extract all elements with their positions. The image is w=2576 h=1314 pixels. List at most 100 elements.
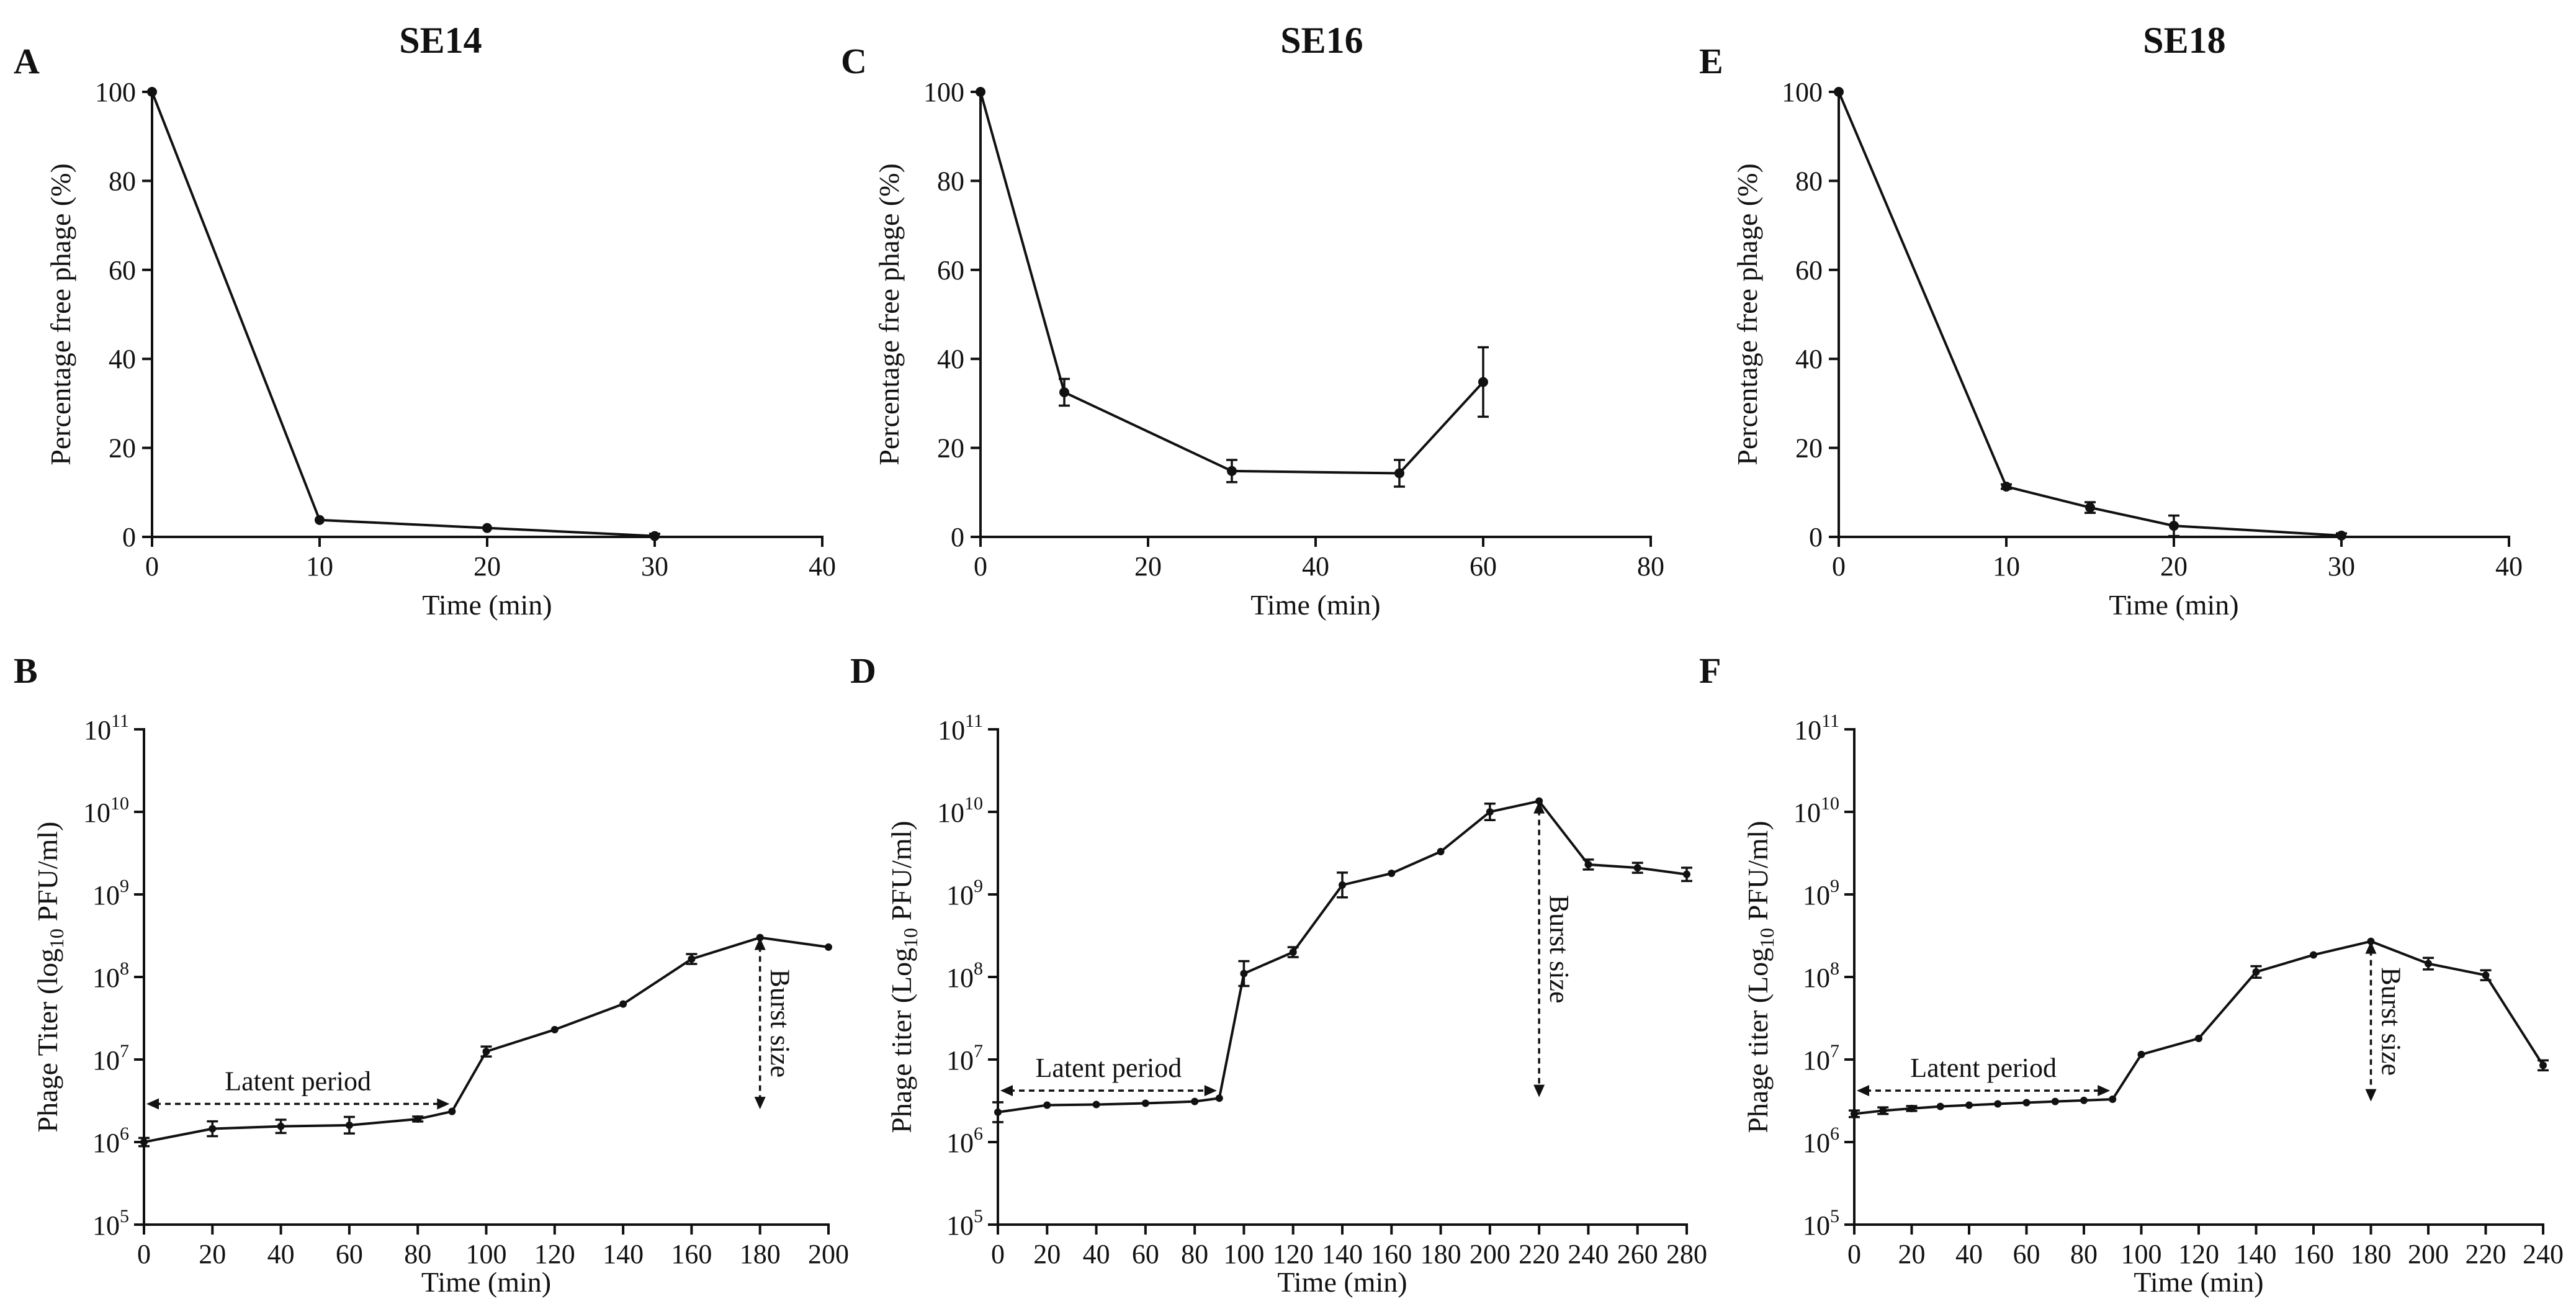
y-tick-label: 40 [937, 344, 964, 374]
data-point [1851, 1110, 1858, 1118]
y-tick-label: 1010 [1793, 793, 1839, 828]
data-point [2001, 481, 2011, 492]
series-line [143, 936, 829, 1143]
data-point [1486, 808, 1494, 816]
data-point [1388, 870, 1396, 878]
panel-label: D [850, 650, 876, 691]
data-point [315, 515, 325, 525]
y-tick-label: 0 [122, 522, 136, 552]
x-tick-label: 80 [404, 1239, 431, 1269]
data-point [994, 1108, 1002, 1116]
y-axis-label: Phage Titer (log10 PFU/ml) [32, 821, 68, 1132]
x-tick-label: 40 [809, 551, 836, 582]
x-tick-label: 20 [473, 551, 501, 582]
y-axis-label: Phage titer (Log10 PFU/ml) [1742, 821, 1778, 1133]
burst-size-label: Burst size [765, 969, 796, 1078]
data-point [688, 955, 696, 963]
data-point [1339, 881, 1346, 889]
x-tick-label: 20 [1898, 1239, 1926, 1269]
y-tick-label: 1010 [937, 793, 983, 828]
chart-title: SE16 [1280, 20, 1363, 61]
y-tick-label: 105 [1803, 1206, 1839, 1241]
x-tick-label: 40 [1955, 1239, 1983, 1269]
data-point [2051, 1097, 2059, 1105]
x-axis-label: Time (min) [2109, 589, 2238, 621]
x-tick-label: 20 [1134, 551, 1162, 582]
x-tick-label: 100 [1223, 1239, 1264, 1269]
data-point [147, 87, 157, 97]
data-point [2539, 1061, 2547, 1069]
burst-size-label: Burst size [2376, 967, 2407, 1076]
x-tick-label: 160 [1371, 1239, 1412, 1269]
y-tick-label: 100 [95, 77, 136, 107]
y-axis-label: Percentage free phage (%) [873, 163, 905, 466]
x-tick-label: 120 [1273, 1239, 1314, 1269]
x-tick-label: 140 [1322, 1239, 1363, 1269]
x-tick-label: 60 [336, 1239, 363, 1269]
series-line [151, 91, 655, 538]
x-tick-label: 30 [641, 551, 668, 582]
y-tick-label: 0 [951, 522, 964, 552]
y-tick-label: 80 [937, 166, 964, 196]
panel-E: E SE18 0 10 20 30 40 0 20 40 60 80 100 Time (min) Perc… [1699, 20, 2523, 621]
data-point [1908, 1104, 1916, 1112]
data-point [650, 531, 660, 541]
data-point [2336, 530, 2346, 541]
y-tick-label: 108 [1803, 958, 1839, 993]
x-tick-label: 220 [1519, 1239, 1560, 1269]
x-tick-label: 160 [671, 1239, 712, 1269]
arrowhead [1533, 801, 1545, 814]
series-line [997, 799, 1687, 1114]
y-tick-label: 1011 [84, 711, 129, 745]
data-point [1240, 970, 1248, 978]
data-point [1584, 860, 1592, 868]
data-point [2085, 502, 2095, 513]
data-point [825, 943, 832, 951]
data-point [1227, 466, 1237, 476]
x-tick-label: 200 [808, 1239, 849, 1269]
x-tick-label: 0 [991, 1239, 1005, 1269]
data-point [1141, 1099, 1149, 1107]
y-tick-label: 1011 [938, 711, 983, 745]
data-point [1834, 87, 1844, 97]
x-tick-label: 220 [2466, 1239, 2506, 1269]
y-tick-label: 20 [109, 433, 136, 464]
data-point [1394, 468, 1404, 479]
y-tick-label: 20 [937, 433, 964, 464]
data-point [414, 1115, 422, 1123]
data-point [1092, 1100, 1100, 1109]
y-tick-label: 109 [92, 876, 129, 911]
x-tick-label: 140 [603, 1239, 644, 1269]
x-tick-label: 120 [534, 1239, 575, 1269]
arrowhead [1533, 1084, 1545, 1097]
arrowhead [437, 1098, 450, 1110]
x-tick-label: 30 [2328, 551, 2355, 582]
panel-D: D 0 20 40 60 80 100 120 140 160 180 200 220 240 260 280… [850, 650, 1707, 1298]
x-tick-label: 120 [2178, 1239, 2219, 1269]
y-tick-label: 106 [92, 1123, 129, 1158]
y-tick-label: 105 [946, 1206, 983, 1241]
y-tick-label: 106 [1803, 1123, 1839, 1158]
y-tick-label: 40 [1795, 344, 1823, 374]
arrowhead [1204, 1085, 1217, 1097]
data-point [1215, 1094, 1223, 1102]
data-point [482, 523, 492, 533]
x-tick-label: 260 [1617, 1239, 1658, 1269]
y-axis-label: Percentage free phage (%) [45, 163, 76, 466]
data-point [482, 1048, 490, 1056]
x-axis-label: Time (min) [1277, 1266, 1407, 1298]
panel-label: B [14, 650, 38, 691]
panel-F: F 0 20 40 60 80 100 120 140 160 180 200 220 240 105 106… [1699, 650, 2564, 1298]
x-tick-label: 180 [1420, 1239, 1461, 1269]
data-point [1191, 1097, 1199, 1105]
x-tick-label: 60 [1132, 1239, 1159, 1269]
x-tick-label: 0 [145, 551, 159, 582]
x-tick-label: 80 [2070, 1239, 2098, 1269]
arrowhead [754, 937, 766, 950]
arrowhead [146, 1098, 159, 1110]
x-tick-label: 100 [466, 1239, 507, 1269]
data-point [619, 1000, 627, 1008]
data-point [2109, 1096, 2117, 1104]
y-tick-label: 107 [1803, 1041, 1839, 1076]
latent-period-label: Latent period [1910, 1053, 2057, 1083]
